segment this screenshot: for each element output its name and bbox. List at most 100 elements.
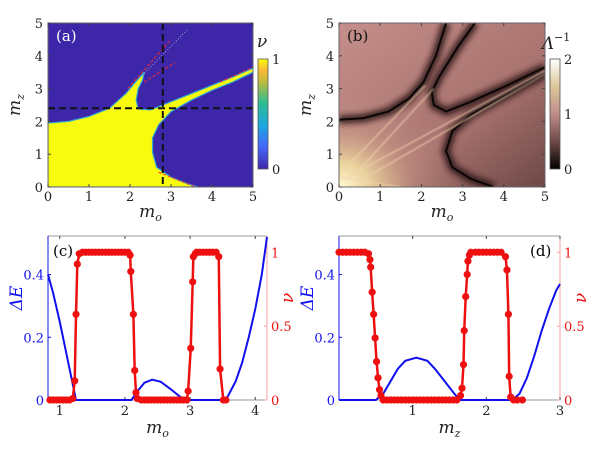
panel-label: (c) — [53, 242, 73, 260]
nu-marker — [456, 391, 465, 400]
colorbar-gradient — [257, 58, 269, 170]
y-axis-label-base: m — [5, 100, 25, 116]
colorbar-tick-label: 2 — [564, 53, 572, 68]
left-tick-label: 0 — [327, 394, 335, 409]
colorbar-label-base: Λ — [540, 34, 554, 54]
colorbar-label: ν — [257, 32, 267, 52]
y-tick-label: 1 — [35, 148, 43, 163]
left-tick-label: 0.4 — [23, 269, 44, 284]
nu-marker — [72, 310, 80, 318]
nu-marker — [518, 396, 527, 404]
x-axis-label-base: m — [139, 202, 155, 222]
nu-marker — [183, 396, 191, 404]
nu-marker — [371, 334, 379, 342]
right-tick-label: 1 — [564, 246, 572, 261]
colorbar: 0 1ν — [257, 32, 280, 178]
right-tick-label: 0.5 — [271, 320, 292, 335]
nu-marker — [459, 360, 468, 369]
nu-one-region — [48, 67, 253, 187]
x-tick-label: 3 — [458, 190, 466, 205]
nu-marker — [503, 266, 511, 274]
colorbar-tick-label: 0 — [564, 163, 572, 178]
x-tick-label: 4 — [208, 190, 216, 205]
x-tick-label: 2 — [417, 190, 425, 205]
y-tick-label: 3 — [35, 83, 43, 98]
axes-frame — [47, 22, 254, 188]
left-tick-label: 0 — [36, 394, 44, 409]
nu-marker — [464, 257, 472, 265]
heatmap — [48, 23, 253, 187]
heatmap — [339, 23, 545, 187]
y-tick-label: 0 — [326, 181, 334, 196]
boundary-dashed-red-line — [158, 171, 196, 187]
y-tick-label: 2 — [35, 115, 43, 130]
y-tick-label: 4 — [326, 50, 334, 65]
x-axis-label-sub: o — [447, 211, 454, 224]
right-axis-label: ν — [571, 293, 591, 303]
x-tick-label: 2 — [126, 190, 134, 205]
right-tick-label: 0 — [564, 394, 572, 409]
left-tick-label: 0.2 — [23, 331, 44, 346]
nu-marker — [189, 278, 197, 286]
boundary-dashed-red-line — [127, 39, 172, 89]
bright-line — [342, 84, 426, 172]
nu-marker — [129, 310, 137, 318]
colorbar-tick-label: 1 — [272, 53, 280, 68]
y-tick-label: 3 — [326, 83, 334, 98]
x-axis-label: mo — [146, 418, 169, 440]
nu-marker — [73, 260, 81, 268]
nu-marker — [127, 267, 135, 276]
x-tick-label: 2 — [482, 404, 490, 419]
right-axis-label: ν — [278, 293, 298, 303]
nu-marker — [364, 250, 373, 258]
nu-marker — [132, 389, 140, 397]
x-tick-label: 3 — [556, 404, 564, 419]
right-tick-label: 0 — [271, 394, 279, 409]
x-tick-label: 1 — [56, 404, 64, 419]
x-tick-label: 1 — [85, 190, 93, 205]
nu-marker — [463, 270, 471, 279]
x-tick-label: 2 — [121, 404, 129, 419]
nu-marker — [215, 253, 223, 261]
boundary-dashed-red-line — [144, 61, 176, 83]
boundary-dashed-red-line — [219, 66, 253, 83]
nu-marker — [458, 384, 466, 392]
x-axis-label-sub: o — [162, 427, 169, 440]
panel-label: (b) — [347, 27, 368, 45]
nu-marker — [375, 386, 384, 394]
left-tick-label: 0.4 — [314, 269, 335, 284]
nu-marker — [216, 365, 224, 373]
right-tick-label: 0.5 — [564, 320, 585, 335]
nu-marker — [184, 387, 192, 395]
bright-line — [346, 70, 545, 178]
bright-line — [355, 88, 435, 175]
nu-marker — [367, 263, 375, 271]
x-tick-label: 5 — [541, 190, 549, 205]
colorbar-gradient — [549, 58, 561, 170]
x-tick-label: 4 — [251, 404, 259, 419]
nu-line — [339, 251, 523, 402]
nu-marker — [374, 374, 382, 382]
y-tick-label: 5 — [35, 17, 43, 32]
nu-marker — [501, 253, 510, 261]
panel-label: (d) — [530, 242, 551, 260]
nu-marker — [370, 310, 378, 318]
x-tick-label: 4 — [500, 190, 508, 205]
x-tick-label: 0 — [335, 190, 343, 205]
left-tick-label: 0.2 — [314, 331, 335, 346]
nu-marker — [69, 394, 77, 403]
y-tick-label: 1 — [326, 148, 334, 163]
y-axis-label-base: m — [296, 100, 316, 116]
nu-marker — [504, 310, 513, 318]
y-axis-label-sub: z — [14, 94, 27, 101]
x-axis-label: mo — [431, 202, 454, 224]
colorbar-tick-label: 1 — [564, 108, 572, 123]
x-axis-label: mz — [439, 418, 461, 440]
axes-frame — [338, 22, 546, 188]
x-axis-label-sub: o — [155, 211, 162, 224]
